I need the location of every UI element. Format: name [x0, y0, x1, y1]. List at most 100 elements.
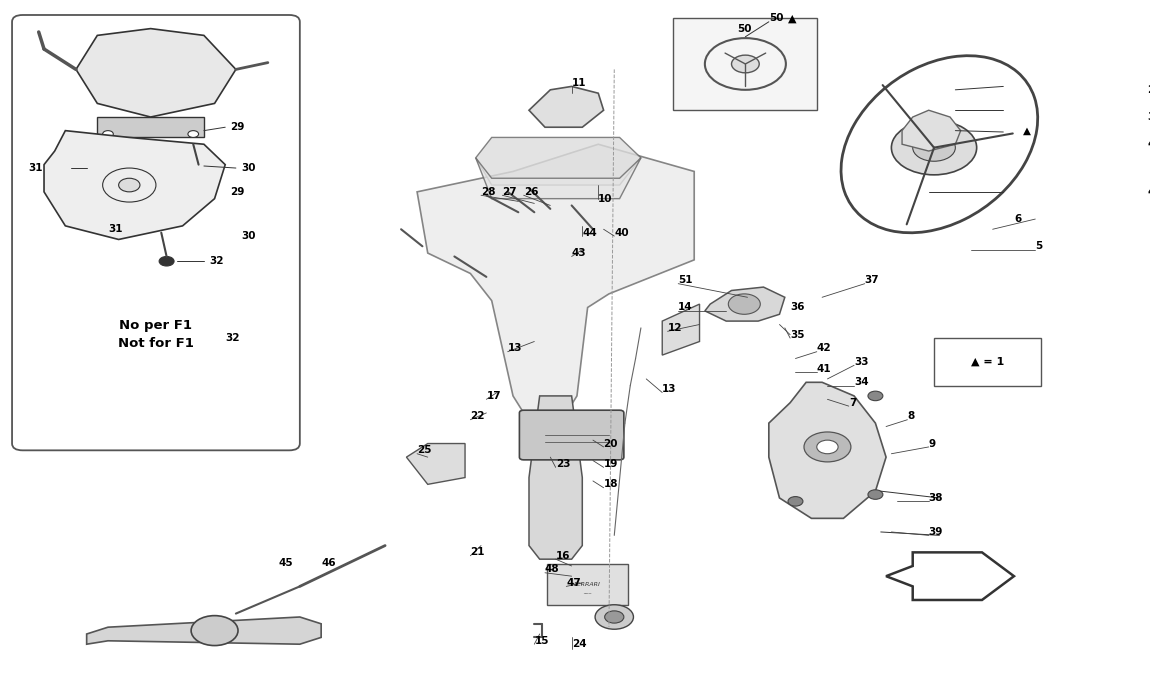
Text: 11: 11 — [572, 78, 586, 88]
Text: 31: 31 — [108, 224, 123, 234]
Text: 41: 41 — [816, 364, 831, 374]
Circle shape — [595, 604, 634, 629]
Polygon shape — [769, 382, 886, 518]
Circle shape — [804, 432, 851, 462]
FancyBboxPatch shape — [547, 564, 628, 605]
Polygon shape — [417, 144, 695, 430]
Circle shape — [816, 440, 838, 454]
Circle shape — [868, 490, 883, 499]
Text: 13: 13 — [662, 384, 676, 394]
Text: ▲: ▲ — [1022, 126, 1030, 136]
Text: 32: 32 — [225, 333, 239, 343]
Text: ___: ___ — [583, 589, 592, 594]
Text: 39: 39 — [929, 527, 943, 537]
Text: 8: 8 — [907, 411, 914, 421]
Text: 45: 45 — [278, 557, 293, 568]
Text: 42: 42 — [816, 344, 831, 353]
Text: ▲: ▲ — [788, 14, 797, 23]
Circle shape — [191, 615, 238, 645]
Polygon shape — [476, 137, 641, 185]
Polygon shape — [535, 423, 577, 436]
Circle shape — [118, 178, 140, 192]
Text: 48: 48 — [545, 564, 560, 574]
Text: 2: 2 — [1148, 85, 1150, 95]
Polygon shape — [76, 29, 236, 117]
Text: 22: 22 — [470, 411, 485, 421]
Text: 44: 44 — [582, 227, 597, 238]
Circle shape — [187, 130, 199, 137]
Polygon shape — [886, 553, 1014, 600]
Polygon shape — [44, 130, 225, 240]
Polygon shape — [529, 396, 582, 559]
Text: 29: 29 — [230, 187, 245, 197]
Text: 35: 35 — [790, 330, 805, 339]
Circle shape — [868, 391, 883, 401]
Text: ▲ = 1: ▲ = 1 — [971, 357, 1004, 367]
Text: 50: 50 — [737, 24, 751, 33]
Text: 17: 17 — [486, 391, 501, 401]
Text: 15: 15 — [535, 636, 549, 646]
Text: 37: 37 — [865, 275, 880, 285]
Text: 16: 16 — [555, 550, 570, 561]
Polygon shape — [476, 158, 641, 199]
Text: 14: 14 — [678, 303, 692, 313]
Polygon shape — [535, 413, 577, 426]
Text: 12: 12 — [667, 323, 682, 333]
Text: 38: 38 — [929, 493, 943, 503]
Text: No per F1
Not for F1: No per F1 Not for F1 — [118, 319, 194, 350]
Circle shape — [788, 497, 803, 506]
Circle shape — [192, 164, 205, 172]
Polygon shape — [86, 617, 321, 644]
Text: 46: 46 — [321, 557, 336, 568]
Text: 29: 29 — [230, 122, 245, 133]
Text: 49: 49 — [1148, 187, 1150, 197]
Text: 24: 24 — [572, 639, 586, 650]
Text: 13: 13 — [507, 344, 522, 353]
Circle shape — [102, 130, 114, 137]
Text: 7: 7 — [849, 398, 856, 408]
Text: 10: 10 — [598, 194, 613, 204]
Circle shape — [731, 55, 759, 73]
Text: 34: 34 — [854, 377, 868, 387]
Text: 3: 3 — [1148, 112, 1150, 122]
Text: 28: 28 — [481, 187, 496, 197]
Text: 21: 21 — [470, 547, 485, 557]
Text: 26: 26 — [523, 187, 538, 197]
Text: 5: 5 — [1035, 241, 1043, 251]
Polygon shape — [406, 443, 465, 484]
FancyBboxPatch shape — [673, 18, 816, 110]
Polygon shape — [662, 304, 699, 355]
Text: 50: 50 — [769, 14, 783, 23]
Polygon shape — [529, 87, 604, 127]
Text: 31: 31 — [28, 163, 43, 173]
Text: 4: 4 — [1148, 139, 1150, 150]
Text: 51: 51 — [678, 275, 692, 285]
Text: 33: 33 — [854, 357, 868, 367]
Text: 9: 9 — [929, 438, 936, 449]
FancyBboxPatch shape — [0, 0, 1071, 683]
Text: FERRARI: FERRARI — [574, 582, 601, 587]
Text: 32: 32 — [209, 256, 224, 266]
Circle shape — [913, 134, 956, 161]
Text: 43: 43 — [572, 248, 586, 258]
Polygon shape — [705, 287, 784, 321]
Text: 18: 18 — [604, 479, 618, 489]
Text: 27: 27 — [503, 187, 518, 197]
FancyBboxPatch shape — [12, 15, 300, 450]
Text: 40: 40 — [614, 227, 629, 238]
FancyBboxPatch shape — [520, 410, 623, 460]
Text: 19: 19 — [604, 459, 618, 469]
Circle shape — [728, 294, 760, 314]
Polygon shape — [98, 117, 204, 137]
Text: 30: 30 — [242, 163, 255, 173]
Text: 47: 47 — [566, 578, 581, 588]
Text: 6: 6 — [1014, 214, 1021, 224]
Text: 36: 36 — [790, 303, 805, 313]
Circle shape — [159, 257, 174, 266]
Polygon shape — [902, 110, 960, 151]
Circle shape — [891, 120, 976, 175]
Circle shape — [605, 611, 623, 623]
Text: 20: 20 — [604, 438, 618, 449]
Text: 30: 30 — [242, 231, 255, 241]
Text: 23: 23 — [555, 459, 570, 469]
